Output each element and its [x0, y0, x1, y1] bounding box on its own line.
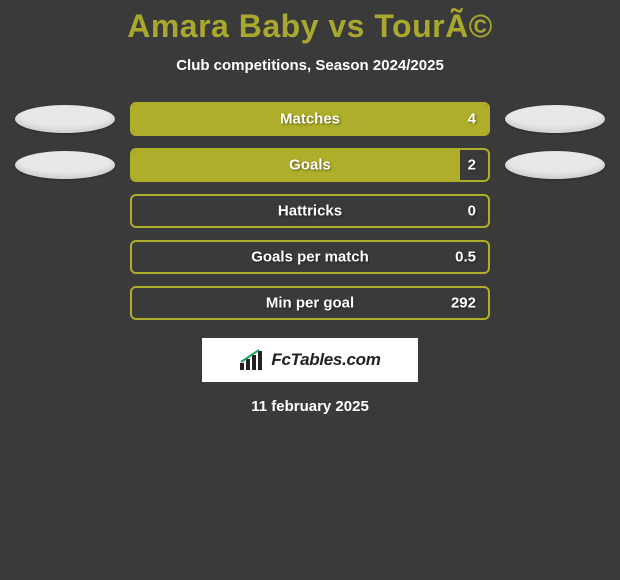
right-value-slot — [500, 194, 610, 228]
stat-label: Matches — [280, 111, 340, 128]
ellipse-icon — [505, 105, 605, 133]
stat-bar: Goals 2 — [130, 148, 490, 182]
date-label: 11 february 2025 — [0, 398, 620, 415]
right-value-slot — [500, 148, 610, 182]
brand-chart-icon — [239, 349, 265, 371]
stat-value: 2 — [468, 157, 476, 174]
left-value-slot — [10, 148, 120, 182]
stat-label: Hattricks — [278, 203, 342, 220]
stat-value: 0.5 — [455, 249, 476, 266]
right-value-slot — [500, 240, 610, 274]
stat-value: 0 — [468, 203, 476, 220]
left-value-slot — [10, 194, 120, 228]
stat-row: Goals per match 0.5 — [10, 240, 610, 274]
brand-badge: FcTables.com — [202, 338, 418, 382]
left-value-slot — [10, 102, 120, 136]
left-value-slot — [10, 240, 120, 274]
stat-row: Min per goal 292 — [10, 286, 610, 320]
ellipse-icon — [15, 151, 115, 179]
left-value-slot — [10, 286, 120, 320]
ellipse-icon — [15, 105, 115, 133]
right-value-slot — [500, 286, 610, 320]
stat-bar: Goals per match 0.5 — [130, 240, 490, 274]
stat-row: Goals 2 — [10, 148, 610, 182]
stat-bar: Min per goal 292 — [130, 286, 490, 320]
subtitle: Club competitions, Season 2024/2025 — [0, 57, 620, 74]
brand-text: FcTables.com — [271, 350, 380, 370]
stats-comparison-card: Amara Baby vs TourÃ© Club competitions, … — [0, 0, 620, 415]
right-value-slot — [500, 102, 610, 136]
stat-label: Goals — [289, 157, 331, 174]
stat-bar: Matches 4 — [130, 102, 490, 136]
stat-label: Min per goal — [266, 295, 354, 312]
ellipse-icon — [505, 151, 605, 179]
page-title: Amara Baby vs TourÃ© — [0, 8, 620, 45]
stat-rows: Matches 4 Goals 2 — [0, 102, 620, 320]
stat-row: Matches 4 — [10, 102, 610, 136]
stat-value: 4 — [468, 111, 476, 128]
stat-label: Goals per match — [251, 249, 369, 266]
stat-bar: Hattricks 0 — [130, 194, 490, 228]
stat-value: 292 — [451, 295, 476, 312]
stat-row: Hattricks 0 — [10, 194, 610, 228]
